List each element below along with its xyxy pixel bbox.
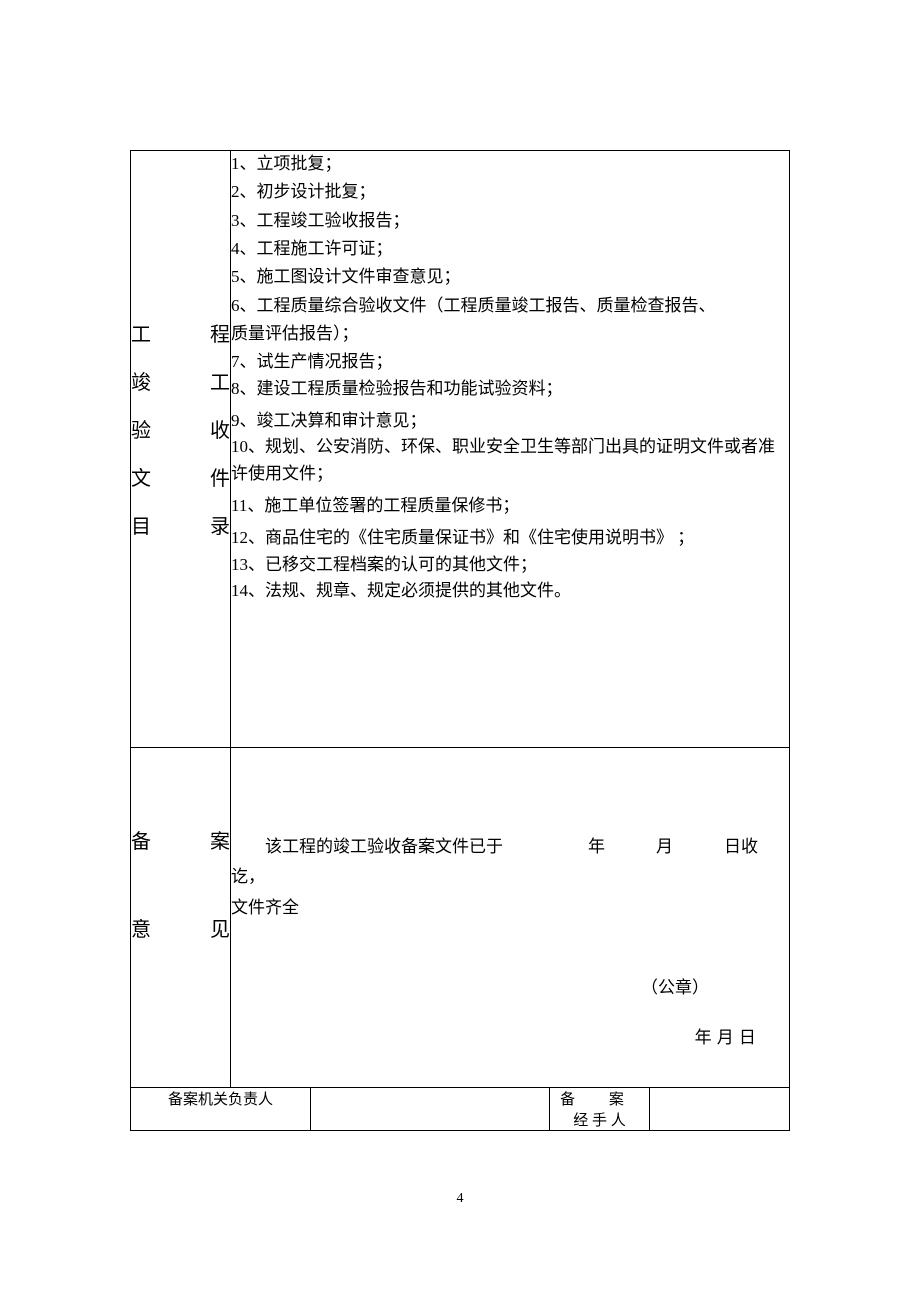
list-item: 5、施工图设计文件审查意见； (231, 264, 789, 290)
list-item: 14、法规、规章、规定必须提供的其他文件。 (231, 578, 789, 604)
list-item: 7、试生产情况报告； (231, 349, 789, 375)
list-item: 4、工程施工许可证； (231, 236, 789, 262)
row-signatures: 备案机关负责人 备 案 经 手 人 (131, 1088, 790, 1131)
label-filing-authority-head: 备案机关负责人 (131, 1088, 311, 1131)
list-item: 11、施工单位签署的工程质量保修书； (231, 493, 789, 519)
content-filing-opinion: 该工程的竣工验收备案文件已于年月日收讫， 文件齐全 （公章） 年月日 (231, 747, 790, 1087)
document-page: 工程 竣工 验收 文件 目录 1、立项批复； 2、初步设计批复； 3、工程竣工验… (0, 0, 920, 1267)
opinion-line2: 文件齐全 (231, 893, 789, 924)
list-item: 1、立项批复； (231, 151, 789, 177)
field-handler-sign[interactable] (650, 1088, 790, 1131)
list-item: 12、商品住宅的《住宅质量保证书》和《住宅使用说明书》 ； (231, 525, 789, 551)
opinion-text: 该工程的竣工验收备案文件已于年月日收讫， 文件齐全 (231, 832, 789, 924)
bottom-table: 备案机关负责人 备 案 经 手 人 (130, 1088, 790, 1131)
date-line: 年月日 (695, 1023, 761, 1048)
row-file-list: 工程 竣工 验收 文件 目录 1、立项批复； 2、初步设计批复； 3、工程竣工验… (131, 151, 790, 748)
main-table: 工程 竣工 验收 文件 目录 1、立项批复； 2、初步设计批复； 3、工程竣工验… (130, 150, 790, 1088)
field-month: 月 (656, 837, 673, 856)
list-item: 2、初步设计批复； (231, 179, 789, 205)
list-item: 10、规划、公安消防、环保、职业安全卫生等部门出具的证明文件或者准许使用文件； (231, 434, 789, 487)
opinion-prefix: 该工程的竣工验收备案文件已于 (265, 837, 503, 856)
field-authority-head-sign[interactable] (311, 1088, 550, 1131)
list-item: 6、工程质量综合验收文件（工程质量竣工报告、质量检查报告、 (231, 293, 789, 319)
list-item: 13、已移交工程档案的认可的其他文件； (231, 552, 789, 578)
page-number: 4 (130, 1191, 790, 1207)
content-file-list: 1、立项批复； 2、初步设计批复； 3、工程竣工验收报告； 4、工程施工许可证；… (231, 151, 790, 748)
list-item: 质量评估报告）； (231, 321, 789, 347)
label-filing-opinion: 备案 意见 (131, 747, 231, 1087)
field-year: 年 (588, 837, 605, 856)
seal-placeholder: （公章） (641, 973, 709, 998)
label-acceptance-file-list: 工程 竣工 验收 文件 目录 (131, 151, 231, 748)
row-filing-opinion: 备案 意见 该工程的竣工验收备案文件已于年月日收讫， 文件齐全 （公章） 年月日 (131, 747, 790, 1087)
list-item: 8、建设工程质量检验报告和功能试验资料； (231, 376, 789, 402)
list-item: 9、竣工决算和审计意见； (231, 408, 789, 434)
list-item: 3、工程竣工验收报告； (231, 208, 789, 234)
label-filing-handler: 备 案 经 手 人 (550, 1088, 650, 1131)
